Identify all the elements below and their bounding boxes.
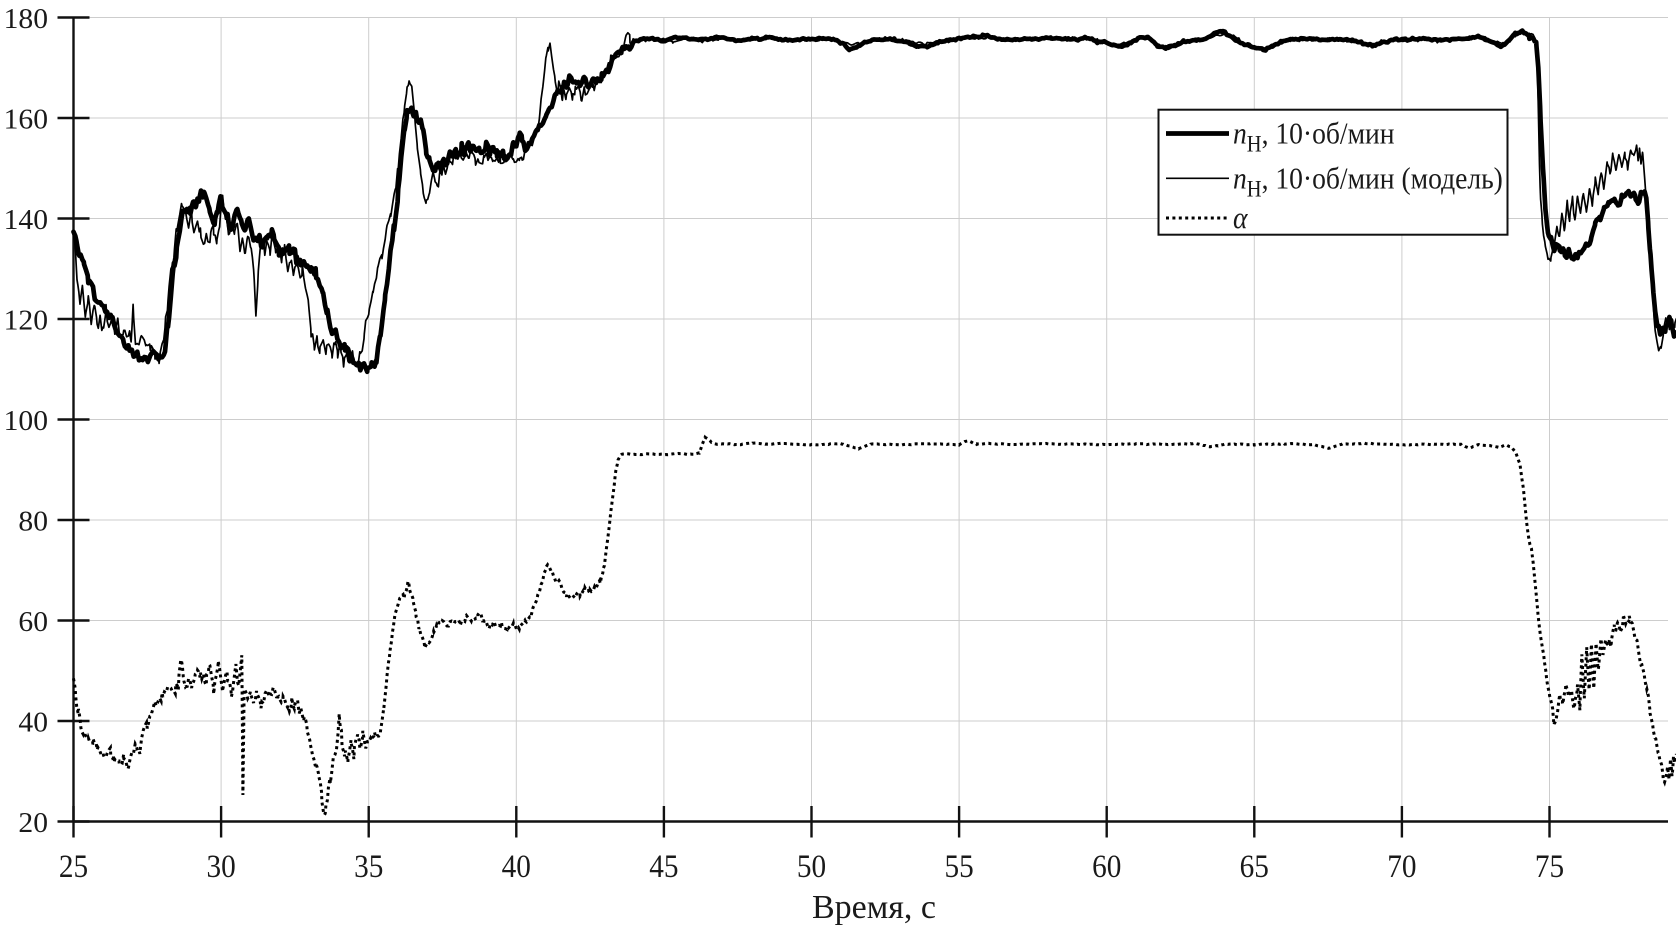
- svg-text:α: α: [1233, 202, 1248, 236]
- svg-text:65: 65: [1240, 848, 1269, 885]
- svg-text:140: 140: [4, 204, 48, 236]
- svg-text:30: 30: [206, 848, 235, 885]
- svg-text:20: 20: [18, 807, 48, 839]
- svg-text:35: 35: [354, 848, 383, 885]
- svg-text:75: 75: [1535, 848, 1564, 885]
- svg-text:60: 60: [1092, 848, 1121, 885]
- svg-text:70: 70: [1387, 848, 1416, 885]
- svg-text:180: 180: [4, 3, 48, 35]
- svg-text:40: 40: [502, 848, 531, 885]
- svg-text:Время, с: Время, с: [812, 889, 936, 926]
- svg-text:40: 40: [18, 707, 48, 739]
- svg-text:100: 100: [4, 405, 48, 437]
- svg-text:45: 45: [649, 848, 678, 885]
- svg-text:120: 120: [4, 305, 48, 337]
- svg-text:160: 160: [4, 104, 48, 136]
- svg-text:60: 60: [18, 606, 48, 638]
- svg-text:25: 25: [59, 848, 88, 885]
- svg-text:55: 55: [944, 848, 973, 885]
- svg-text:nН, 10·об/мин (модель): nН, 10·об/мин (модель): [1233, 162, 1503, 202]
- svg-text:nН, 10·об/мин: nН, 10·об/мин: [1233, 117, 1395, 157]
- svg-text:50: 50: [797, 848, 826, 885]
- svg-text:80: 80: [18, 506, 48, 538]
